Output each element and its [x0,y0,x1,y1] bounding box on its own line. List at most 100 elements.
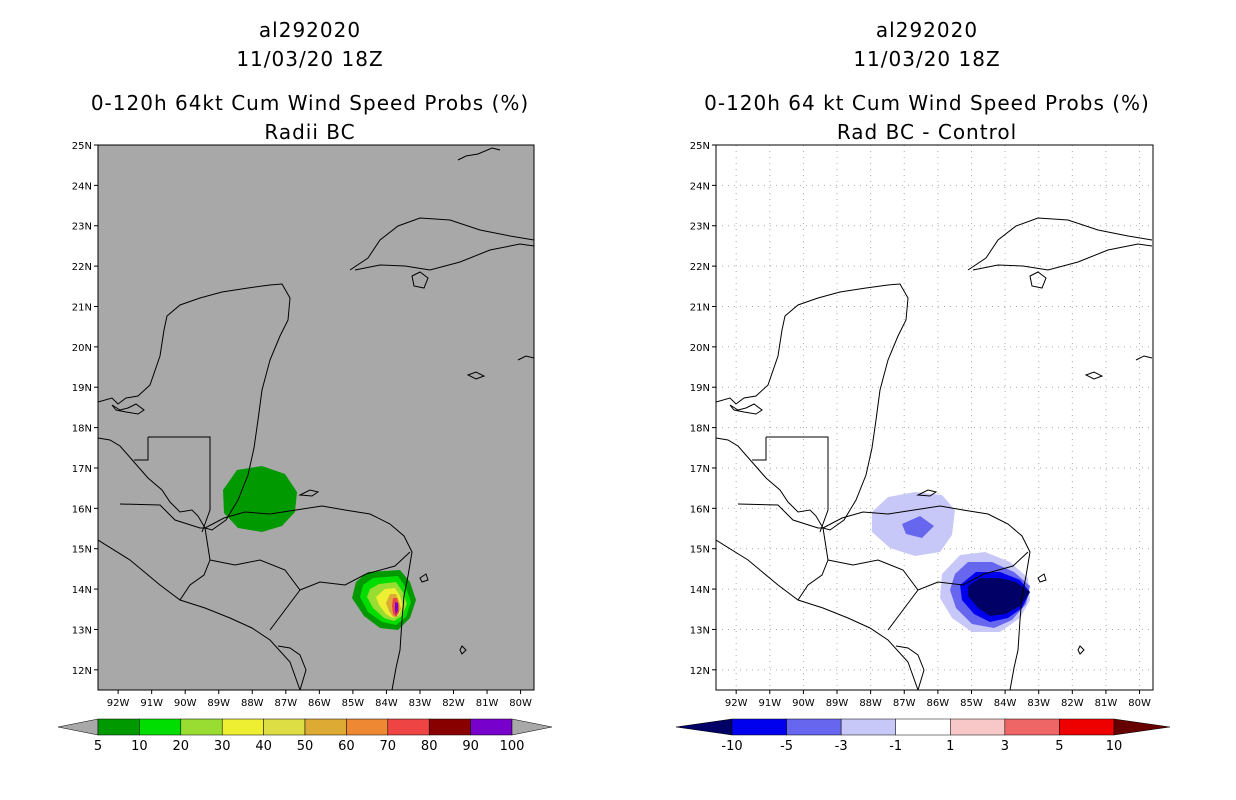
right-colorbar-label: 5 [1055,739,1063,754]
right-colorbar-under-arrow [675,718,733,736]
right-lat-label: 21N [690,302,710,313]
right-diff-blob-honduras [872,492,955,556]
right-lat-label: 18N [690,424,710,435]
right-lon-label: 85W [960,698,983,709]
right-lon-label: 88W [859,698,882,709]
left-lat-label: 20N [72,343,92,354]
left-country-borders [119,436,411,631]
left-lat-label: 13N [72,625,92,636]
right-colorbar-label: -3 [835,739,848,754]
right-lon-label: 91W [758,698,781,709]
right-lon-label: 80W [1128,698,1151,709]
left-map-background [98,145,534,690]
right-colorbar-segment [1004,718,1060,736]
left-colorbar-label: 30 [214,739,231,754]
right-lon-label: 87W [893,698,916,709]
left-lat-label: 24N [72,181,92,192]
right-lat-label: 13N [690,625,710,636]
right-panel: al292020 11/03/20 18Z 0-120h 64 kt Cum W… [675,18,1171,754]
right-gridlines [716,145,1153,690]
left-lat-label: 23N [72,222,92,233]
right-colorbar-label: -1 [889,739,902,754]
right-colorbar-segment [786,718,842,736]
left-map [98,147,534,690]
left-colorbar-segment [346,718,389,736]
left-lon-label: 85W [342,698,365,709]
left-colorbar: 5 10 20 30 40 50 60 70 80 90 100 [57,718,553,754]
left-lon-label: 86W [308,698,331,709]
left-lon-label: 83W [409,698,432,709]
right-lat-label: 23N [690,222,710,233]
left-colorbar-over-arrow [511,718,553,736]
right-lon-label: 89W [826,698,849,709]
right-lat-label: 15N [690,545,710,556]
left-lat-label: 25N [72,141,92,152]
left-lon-label: 87W [275,698,298,709]
right-colorbar-over-arrow [1113,718,1171,736]
right-lon-axis: 92W 91W 90W 89W 88W 87W 86W 85W 84W 83W 82W 81W 80W [725,690,1151,709]
right-lat-label: 25N [690,141,710,152]
left-colorbar-segment [180,718,223,736]
right-lat-label: 12N [690,666,710,677]
left-colorbar-segment [387,718,430,736]
right-lon-label: 84W [994,698,1017,709]
left-title-subtitle: Radii BC [264,120,355,144]
right-lat-label: 19N [690,383,710,394]
left-lat-label: 17N [72,464,92,475]
left-lat-label: 22N [72,262,92,273]
left-map-frame [97,144,535,691]
left-colorbar-segment [221,718,264,736]
right-lat-label: 16N [690,504,710,515]
right-colorbar: -10 -5 -3 -1 1 3 5 10 [675,718,1171,754]
right-lon-label: 90W [792,698,815,709]
right-coastlines [716,217,1153,690]
right-lat-axis: 25N 24N 23N 22N 21N 20N 19N 18N 17N 16N 15N 14N 13N 1… [690,141,716,677]
left-lat-label: 14N [72,585,92,596]
left-colorbar-label: 5 [94,739,102,754]
left-lon-label: 81W [476,698,499,709]
right-colorbar-segment [895,718,951,736]
right-lat-label: 22N [690,262,710,273]
right-colorbar-segment [840,718,896,736]
left-colorbar-segment [97,718,140,736]
left-title-storm-id: al292020 [259,18,361,42]
left-lon-axis: 92W 91W 90W 89W 88W 87W 86W 85W 84W 83W 82W 81W 80W [107,690,532,709]
right-map [716,145,1153,690]
left-lat-label: 15N [72,545,92,556]
right-title-product: 0-120h 64 kt Cum Wind Speed Probs (%) [704,91,1150,115]
right-colorbar-label: -5 [780,739,793,754]
left-lat-label: 21N [72,302,92,313]
left-lon-label: 92W [107,698,130,709]
right-colorbar-segment [950,718,1006,736]
right-lon-label: 86W [927,698,950,709]
right-colorbar-label: 10 [1106,739,1123,754]
right-lon-label: 83W [1027,698,1050,709]
right-lon-label: 81W [1095,698,1118,709]
left-colorbar-label: 60 [338,739,355,754]
left-colorbar-label: 50 [297,739,314,754]
left-colorbar-segment [263,718,306,736]
left-coastlines [98,147,534,690]
right-country-borders [737,436,1029,631]
left-colorbar-segment [470,718,513,736]
left-lat-label: 16N [72,504,92,515]
right-lat-label: 14N [690,585,710,596]
right-diff-blob-nicaragua [940,552,1030,632]
right-lon-label: 92W [725,698,748,709]
left-lat-label: 19N [72,383,92,394]
right-colorbar-label: 3 [1001,739,1009,754]
left-lat-label: 18N [72,424,92,435]
left-lon-label: 82W [442,698,465,709]
right-lat-label: 24N [690,181,710,192]
right-colorbar-segment [731,718,787,736]
left-colorbar-segment [139,718,182,736]
left-lon-label: 88W [241,698,264,709]
left-colorbar-label: 100 [500,739,525,754]
right-colorbar-label: 1 [946,739,954,754]
right-lat-label: 20N [690,343,710,354]
right-title-subtitle: Rad BC - Control [837,120,1017,144]
left-colorbar-label: 70 [380,739,397,754]
right-lon-label: 82W [1061,698,1084,709]
left-colorbar-segment [304,718,347,736]
